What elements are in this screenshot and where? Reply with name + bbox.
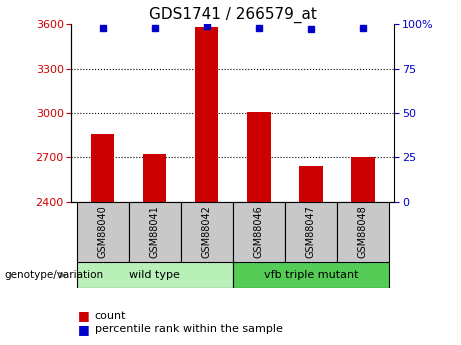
Bar xyxy=(233,262,389,288)
Bar xyxy=(299,166,323,202)
Bar xyxy=(181,202,233,262)
Bar xyxy=(143,155,166,202)
Bar xyxy=(77,262,233,288)
Text: count: count xyxy=(95,311,126,321)
Text: percentile rank within the sample: percentile rank within the sample xyxy=(95,325,283,334)
Title: GDS1741 / 266579_at: GDS1741 / 266579_at xyxy=(149,7,317,23)
Bar xyxy=(337,202,389,262)
Text: GSM88040: GSM88040 xyxy=(98,205,108,258)
Text: genotype/variation: genotype/variation xyxy=(5,270,104,280)
Text: GSM88046: GSM88046 xyxy=(254,205,264,258)
Bar xyxy=(91,134,114,202)
Text: ■: ■ xyxy=(78,309,90,322)
Bar xyxy=(77,202,129,262)
Text: GSM88042: GSM88042 xyxy=(202,205,212,258)
Text: vfb triple mutant: vfb triple mutant xyxy=(264,270,358,280)
Text: GSM88047: GSM88047 xyxy=(306,205,316,258)
Text: GSM88048: GSM88048 xyxy=(358,205,368,258)
Bar xyxy=(129,202,181,262)
Text: wild type: wild type xyxy=(129,270,180,280)
Text: ■: ■ xyxy=(78,323,90,336)
Bar xyxy=(247,112,271,202)
Bar xyxy=(285,202,337,262)
Text: GSM88041: GSM88041 xyxy=(150,205,160,258)
Bar xyxy=(233,202,285,262)
Bar xyxy=(351,157,375,202)
Bar xyxy=(195,27,219,202)
